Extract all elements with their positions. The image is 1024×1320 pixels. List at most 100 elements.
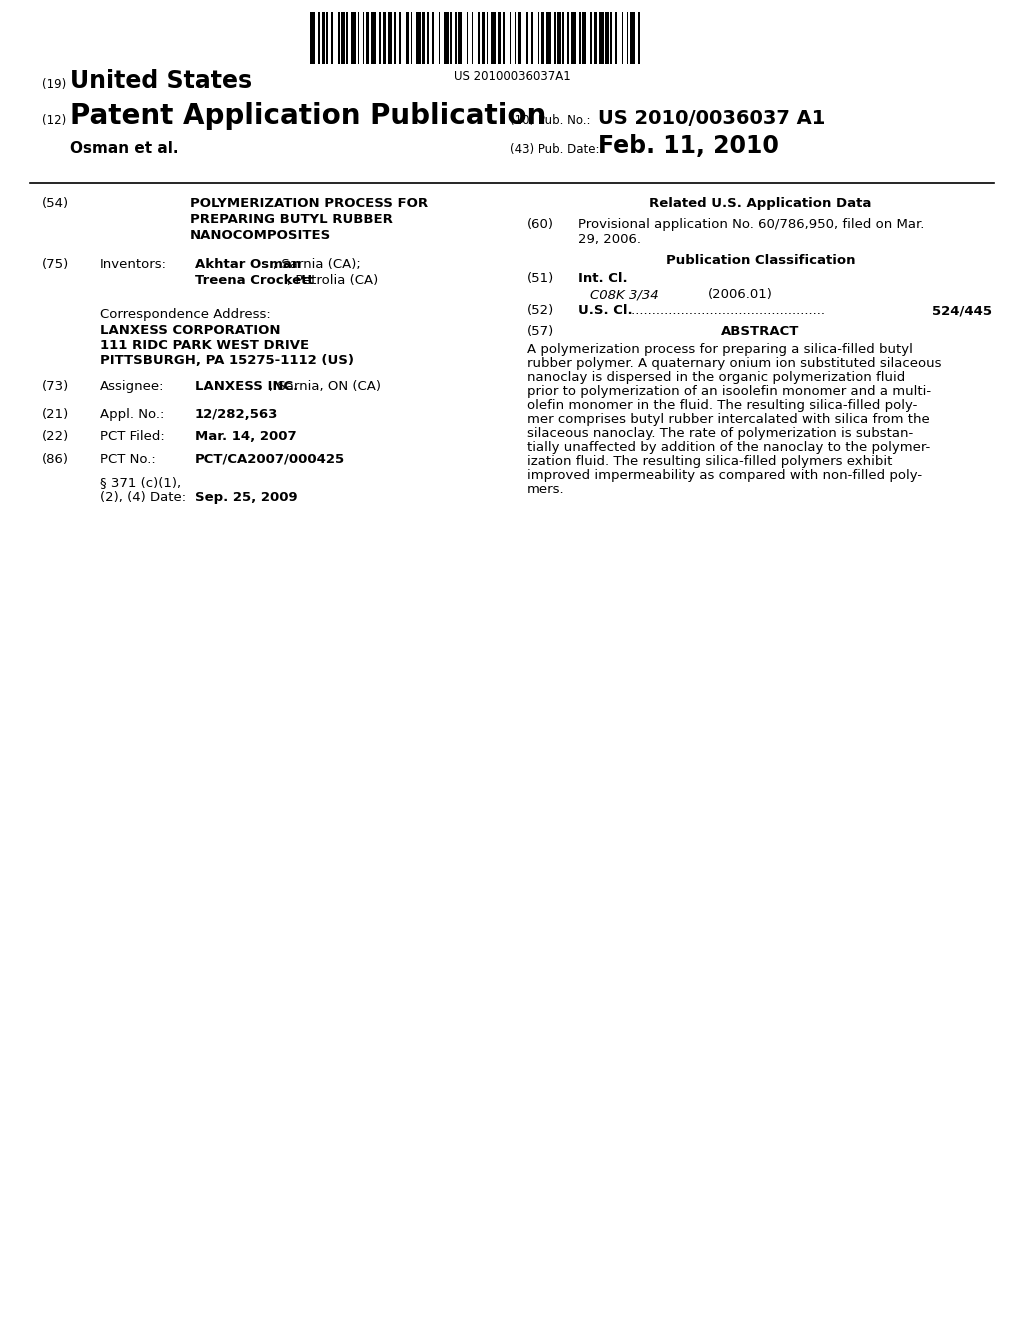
Bar [557, 12, 561, 63]
Text: Feb. 11, 2010: Feb. 11, 2010 [598, 135, 779, 158]
Bar [627, 12, 629, 63]
Bar [472, 12, 473, 63]
Text: PCT/CA2007/000425: PCT/CA2007/000425 [195, 453, 345, 466]
Text: (22): (22) [42, 430, 70, 444]
Text: tially unaffected by addition of the nanoclay to the polymer-: tially unaffected by addition of the nan… [527, 441, 930, 454]
Text: Inventors:: Inventors: [100, 257, 167, 271]
Bar [371, 12, 376, 63]
Bar [411, 12, 413, 63]
Text: ization fluid. The resulting silica-filled polymers exhibit: ization fluid. The resulting silica-fill… [527, 455, 892, 469]
Text: , Petrolia (CA): , Petrolia (CA) [287, 275, 378, 286]
Bar [310, 12, 315, 63]
Text: (19): (19) [42, 78, 67, 91]
Text: 12/282,563: 12/282,563 [195, 408, 279, 421]
Text: NANOCOMPOSITES: NANOCOMPOSITES [190, 228, 331, 242]
Text: (86): (86) [42, 453, 69, 466]
Bar [379, 12, 381, 63]
Text: § 371 (c)(1),: § 371 (c)(1), [100, 477, 181, 488]
Text: Publication Classification: Publication Classification [666, 253, 855, 267]
Text: (60): (60) [527, 218, 554, 231]
Text: (12): (12) [42, 114, 67, 127]
Text: silaceous nanoclay. The rate of polymerization is substan-: silaceous nanoclay. The rate of polymeri… [527, 426, 913, 440]
Bar [351, 12, 356, 63]
Text: Akhtar Osman: Akhtar Osman [195, 257, 301, 271]
Bar [638, 12, 640, 63]
Bar [367, 12, 370, 63]
Bar [318, 12, 319, 63]
Bar [422, 12, 426, 63]
Bar [432, 12, 434, 63]
Text: rubber polymer. A quaternary onium ion substituted silaceous: rubber polymer. A quaternary onium ion s… [527, 356, 941, 370]
Bar [416, 12, 421, 63]
Bar [427, 12, 429, 63]
Text: PREPARING BUTYL RUBBER: PREPARING BUTYL RUBBER [190, 213, 393, 226]
Bar [605, 12, 608, 63]
Text: (75): (75) [42, 257, 70, 271]
Bar [486, 12, 488, 63]
Bar [332, 12, 333, 63]
Text: PITTSBURGH, PA 15275-1112 (US): PITTSBURGH, PA 15275-1112 (US) [100, 354, 354, 367]
Bar [322, 12, 325, 63]
Text: U.S. Cl.: U.S. Cl. [578, 304, 633, 317]
Bar [526, 12, 527, 63]
Text: , Sarnia (CA);: , Sarnia (CA); [273, 257, 360, 271]
Bar [546, 12, 551, 63]
Text: (73): (73) [42, 380, 70, 393]
Text: Assignee:: Assignee: [100, 380, 165, 393]
Bar [481, 12, 485, 63]
Text: Provisional application No. 60/786,950, filed on Mar.: Provisional application No. 60/786,950, … [578, 218, 925, 231]
Bar [456, 12, 457, 63]
Text: LANXESS INC.: LANXESS INC. [195, 380, 298, 393]
Bar [503, 12, 505, 63]
Text: 29, 2006.: 29, 2006. [578, 234, 641, 246]
Text: (21): (21) [42, 408, 70, 421]
Text: Patent Application Publication: Patent Application Publication [70, 102, 546, 129]
Text: PCT No.:: PCT No.: [100, 453, 156, 466]
Text: ABSTRACT: ABSTRACT [721, 325, 800, 338]
Bar [599, 12, 604, 63]
Bar [478, 12, 480, 63]
Text: US 2010/0036037 A1: US 2010/0036037 A1 [598, 110, 825, 128]
Bar [346, 12, 348, 63]
Text: Correspondence Address:: Correspondence Address: [100, 308, 270, 321]
Bar [438, 12, 440, 63]
Text: Appl. No.:: Appl. No.: [100, 408, 165, 421]
Bar [338, 12, 340, 63]
Text: Sep. 25, 2009: Sep. 25, 2009 [195, 491, 298, 504]
Text: 524/445: 524/445 [932, 304, 992, 317]
Bar [387, 12, 392, 63]
Text: , Sarnia, ON (CA): , Sarnia, ON (CA) [269, 380, 381, 393]
Text: PCT Filed:: PCT Filed: [100, 430, 165, 444]
Text: (54): (54) [42, 197, 70, 210]
Bar [394, 12, 396, 63]
Bar [341, 12, 345, 63]
Text: (43) Pub. Date:: (43) Pub. Date: [510, 143, 599, 156]
Text: (51): (51) [527, 272, 554, 285]
Bar [583, 12, 586, 63]
Text: 111 RIDC PARK WEST DRIVE: 111 RIDC PARK WEST DRIVE [100, 339, 309, 352]
Bar [630, 12, 635, 63]
Bar [554, 12, 556, 63]
Bar [591, 12, 592, 63]
Bar [579, 12, 581, 63]
Bar [531, 12, 532, 63]
Bar [622, 12, 624, 63]
Bar [327, 12, 328, 63]
Text: (2), (4) Date:: (2), (4) Date: [100, 491, 186, 504]
Bar [562, 12, 564, 63]
Text: POLYMERIZATION PROCESS FOR: POLYMERIZATION PROCESS FOR [190, 197, 428, 210]
Text: nanoclay is dispersed in the organic polymerization fluid: nanoclay is dispersed in the organic pol… [527, 371, 905, 384]
Bar [570, 12, 575, 63]
Text: C08K 3/34: C08K 3/34 [590, 288, 658, 301]
Text: mer comprises butyl rubber intercalated with silica from the: mer comprises butyl rubber intercalated … [527, 413, 930, 426]
Bar [492, 12, 497, 63]
Bar [518, 12, 521, 63]
Bar [451, 12, 452, 63]
Bar [399, 12, 400, 63]
Text: Mar. 14, 2007: Mar. 14, 2007 [195, 430, 297, 444]
Bar [443, 12, 449, 63]
Bar [610, 12, 612, 63]
Text: prior to polymerization of an isoolefin monomer and a multi-: prior to polymerization of an isoolefin … [527, 385, 931, 399]
Bar [538, 12, 540, 63]
Text: mers.: mers. [527, 483, 564, 496]
